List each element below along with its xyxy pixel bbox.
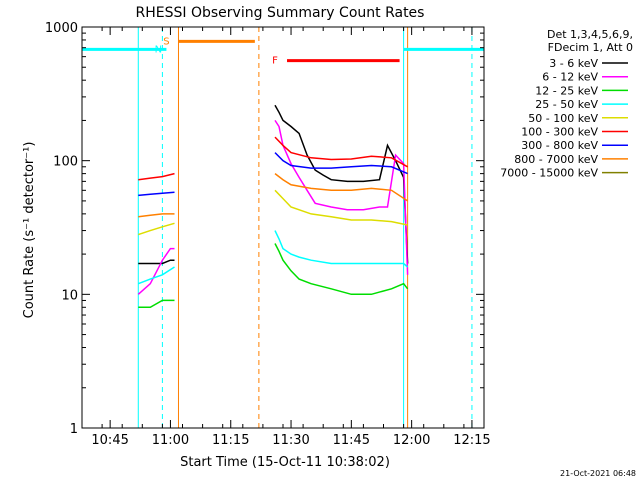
y-axis-label: Count Rate (s⁻¹ detector⁻¹) [22,142,37,319]
y-tick-label-1: 10 [61,288,78,303]
series-line-7-0 [138,213,175,218]
series-line-2-0 [138,299,175,309]
legend-header-line-0: Det 1,3,4,5,6,9, [547,28,633,41]
x-tick-labels: 10:45 11:00 11:15 11:30 11:45 12:00 12:15 [91,433,490,448]
x-tick-label-1: 11:00 [152,433,189,448]
x-tick-label-0: 10:45 [91,433,128,448]
legend-label-1: 6 - 12 keV [542,71,598,84]
flag-label-0: N [155,44,162,55]
legend-label-5: 100 - 300 keV [521,126,598,139]
series-line-7-1 [274,173,409,202]
series-line-1-1 [274,119,409,275]
series-line-5-1 [274,136,408,168]
series-line-2-1 [274,243,409,296]
footer-timestamp: 21-Oct-2021 06:48 [560,469,636,478]
series-line-4-0 [138,222,175,236]
x-tick-label-5: 12:00 [393,433,430,448]
legend-label-3: 25 - 50 keV [535,98,598,111]
series-line-5-0 [138,172,175,181]
legend-label-7: 800 - 7000 keV [514,153,598,166]
flag-label-2: F [272,56,278,67]
legend-label-6: 300 - 800 keV [521,139,598,152]
legend-label-0: 3 - 6 keV [549,57,598,70]
series-line-4-1 [274,189,408,226]
series-lines [137,104,409,309]
legend-label-2: 12 - 25 keV [535,84,598,97]
series-line-6-0 [138,191,175,197]
series-line-3-0 [138,266,175,285]
series-line-1-0 [137,247,175,295]
x-tick-label-6: 12:15 [453,433,490,448]
x-axis-label: Start Time (15-Oct-11 10:38:02) [180,455,390,470]
series-line-0-0 [138,259,175,265]
y-tick-label-2: 100 [53,155,78,170]
series-line-0-1 [274,104,409,264]
series-line-6-1 [274,152,408,175]
series-line-3-1 [274,230,409,268]
legend: Det 1,3,4,5,6,9,FDecim 1, Att 0 3 - 6 keV… [500,28,633,180]
chart-title: RHESSI Observing Summary Count Rates [136,5,425,21]
flag-label-1: S [163,36,169,47]
axis-ticks [81,26,485,429]
legend-label-4: 50 - 100 keV [528,112,598,125]
x-tick-label-4: 11:45 [333,433,370,448]
y-tick-label-0: 1 [70,422,78,437]
y-tick-labels: 1 10 100 1000 [45,21,78,437]
legend-label-8: 7000 - 15000 keV [500,167,598,180]
x-tick-label-3: 11:30 [272,433,309,448]
x-tick-label-2: 11:15 [212,433,249,448]
y-tick-label-3: 1000 [45,21,78,36]
flag-bars: NS F [82,36,484,67]
legend-header-line-1: FDecim 1, Att 0 [548,41,633,54]
